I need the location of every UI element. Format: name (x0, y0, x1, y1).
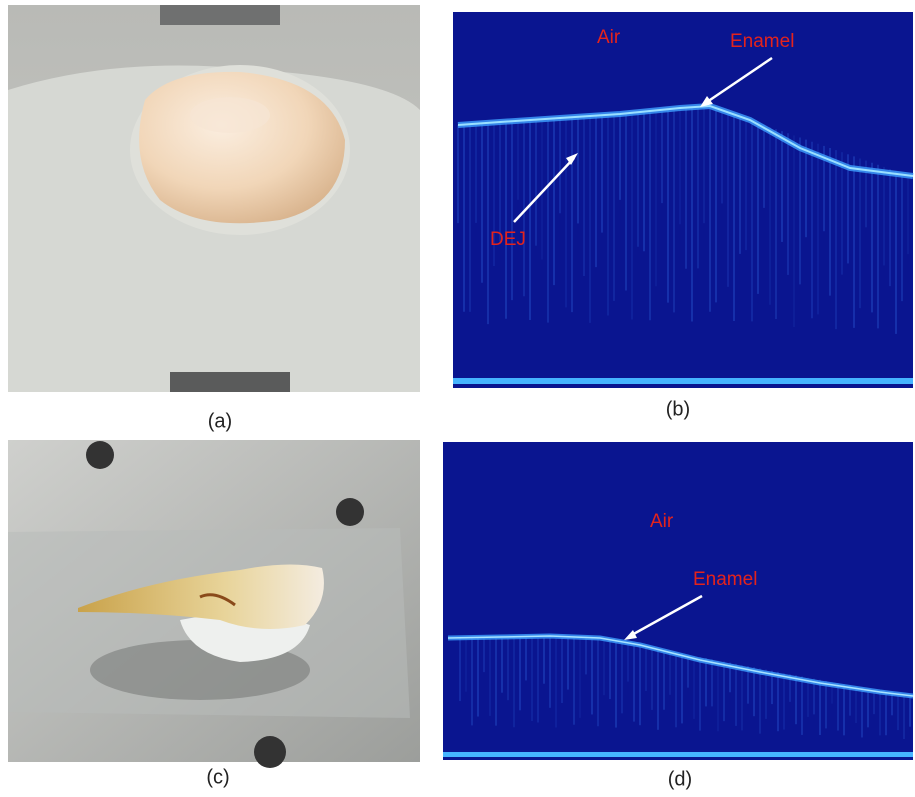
annotation: Air (597, 27, 621, 48)
page: {"panels": [ {"label": "(a)"}, {"label":… (0, 0, 915, 797)
panel-label: (a) (208, 410, 232, 432)
annotation: Enamel (693, 569, 757, 590)
panel-label: (d) (668, 768, 692, 790)
annotation: Air (650, 511, 674, 532)
oct-b: Air Enamel DEJ (453, 12, 913, 388)
oct-d: Air Enamel (443, 442, 913, 760)
annotation: DEJ (490, 229, 526, 250)
photo-a (8, 5, 420, 392)
photo-c (8, 440, 420, 768)
figure: (a) Air Enamel DEJ (b) (c) Air Ena (0, 0, 915, 797)
panel-label: (c) (206, 766, 229, 788)
annotation: Enamel (730, 31, 794, 52)
panel-label: (b) (666, 398, 690, 420)
